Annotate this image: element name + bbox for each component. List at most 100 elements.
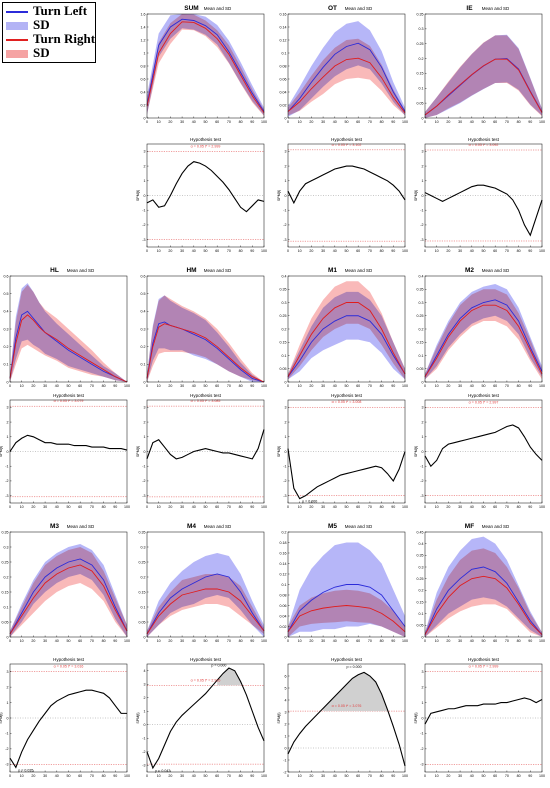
y-tick-label: -1 xyxy=(283,209,286,213)
x-tick-label: 50 xyxy=(67,774,71,778)
x-tick-label: 0 xyxy=(9,384,11,388)
x-tick-label: 40 xyxy=(333,639,337,643)
y-tick-label: -2 xyxy=(5,479,8,483)
panel-subtitle: Mean and SD xyxy=(345,524,373,529)
y-tick-label: 2 xyxy=(285,164,287,168)
x-tick-label: 60 xyxy=(215,639,219,643)
x-tick-label: 100 xyxy=(261,639,267,643)
panel-title: M2 xyxy=(465,267,474,274)
x-tick-label: 90 xyxy=(113,384,117,388)
y-tick-label: -1 xyxy=(283,758,286,762)
y-tick-label: 0.25 xyxy=(280,314,287,318)
y-tick-label: 2 xyxy=(285,420,287,424)
y-tick-label: 2 xyxy=(422,685,424,689)
x-tick-label: 0 xyxy=(146,249,148,253)
x-tick-label: 0 xyxy=(424,774,426,778)
y-tick-label: 0 xyxy=(7,635,9,639)
panel-subtitle: Hypothesis test xyxy=(331,657,363,662)
x-tick-label: 10 xyxy=(435,120,439,124)
y-tick-label: -1 xyxy=(420,465,423,469)
spm-curve xyxy=(287,448,406,500)
y-tick-label: -3 xyxy=(420,494,423,498)
y-tick-label: 4 xyxy=(285,698,287,702)
x-tick-label: 10 xyxy=(20,384,24,388)
y-tick-label: 1 xyxy=(7,701,9,705)
panel-subtitle: Hypothesis test xyxy=(190,657,222,662)
x-tick-label: 80 xyxy=(102,384,106,388)
x-tick-label: 20 xyxy=(446,384,450,388)
y-tick-label: 3 xyxy=(144,406,146,410)
y-tick-label: 0.1 xyxy=(4,605,9,609)
sd-band-turn-right xyxy=(425,289,542,380)
x-tick-label: 30 xyxy=(458,639,462,643)
panel-m3: M3 Mean and SD 0 10 20 30 40 50 60 70 80 90 100 0 0.05… xyxy=(2,523,131,643)
x-tick-label: 40 xyxy=(333,505,337,509)
y-tick-label: 0.2 xyxy=(141,575,146,579)
y-tick-label: 0.4 xyxy=(4,310,9,314)
sd-band-turn-right xyxy=(10,547,127,637)
x-tick-label: 30 xyxy=(43,384,47,388)
y-tick-label: 0.18 xyxy=(280,541,287,545)
y-tick-label: -3 xyxy=(142,494,145,498)
y-axis-label: SPM{t} xyxy=(136,189,140,201)
x-tick-label: 30 xyxy=(43,639,47,643)
x-tick-label: 40 xyxy=(333,774,337,778)
mean-line-turn-right xyxy=(424,304,543,377)
spm-curve xyxy=(146,667,265,770)
y-tick-label: 0 xyxy=(422,450,424,454)
y-tick-label: 1.4 xyxy=(141,25,146,29)
x-tick-label: 40 xyxy=(470,120,474,124)
y-tick-label: 0.4 xyxy=(141,310,146,314)
x-tick-label: 70 xyxy=(505,384,509,388)
x-tick-label: 30 xyxy=(180,505,184,509)
x-tick-label: 90 xyxy=(528,774,532,778)
y-tick-label: 0 xyxy=(422,380,424,384)
x-tick-label: 70 xyxy=(368,120,372,124)
x-tick-label: 60 xyxy=(356,774,360,778)
x-tick-label: 50 xyxy=(482,249,486,253)
x-tick-label: 90 xyxy=(250,505,254,509)
x-tick-label: 80 xyxy=(239,639,243,643)
y-tick-label: 0.04 xyxy=(280,614,287,618)
legend-swatch-turn-left xyxy=(6,11,28,13)
y-tick-label: 0.5 xyxy=(4,292,9,296)
x-tick-label: 60 xyxy=(78,505,82,509)
x-tick-label: 80 xyxy=(102,639,106,643)
y-tick-label: -1 xyxy=(283,465,286,469)
x-tick-label: 80 xyxy=(517,120,521,124)
x-tick-label: 10 xyxy=(157,639,161,643)
x-tick-label: 0 xyxy=(424,384,426,388)
panel-spm-18: Hypothesis test p = 0.035 α = 0.05 t* = 3.… xyxy=(0,657,130,778)
x-tick-label: 50 xyxy=(345,639,349,643)
x-tick-label: 70 xyxy=(505,639,509,643)
x-tick-label: 0 xyxy=(146,384,148,388)
x-tick-label: 100 xyxy=(539,384,545,388)
y-tick-label: 0.6 xyxy=(4,274,9,278)
x-tick-label: 60 xyxy=(356,384,360,388)
y-tick-label: -3 xyxy=(420,763,423,767)
y-tick-label: 1.2 xyxy=(141,38,146,42)
y-axis-label: SPM{t} xyxy=(136,445,140,457)
y-tick-label: 0 xyxy=(285,116,287,120)
cluster-p-value: p = 0.000 xyxy=(211,664,226,668)
mean-line-turn-left xyxy=(146,321,265,383)
y-tick-label: 0.35 xyxy=(417,554,424,558)
x-tick-label: 100 xyxy=(261,384,267,388)
x-tick-label: 80 xyxy=(380,774,384,778)
y-tick-label: 0.05 xyxy=(139,620,146,624)
panel-subtitle: Hypothesis test xyxy=(53,657,85,662)
y-tick-label: 0.1 xyxy=(141,363,146,367)
y-tick-label: 0.3 xyxy=(4,545,9,549)
sd-band-turn-right xyxy=(10,284,127,382)
mean-line-turn-right xyxy=(287,605,406,633)
x-tick-label: 0 xyxy=(146,120,148,124)
panel-title: M1 xyxy=(328,267,337,274)
y-tick-label: -1 xyxy=(420,209,423,213)
x-tick-label: 90 xyxy=(391,505,395,509)
y-tick-label: 3 xyxy=(144,150,146,154)
mean-line-turn-right xyxy=(146,323,265,383)
x-tick-label: 30 xyxy=(180,384,184,388)
y-tick-label: 1 xyxy=(422,179,424,183)
y-tick-label: 0.25 xyxy=(2,560,9,564)
y-tick-label: 0.12 xyxy=(280,572,287,576)
